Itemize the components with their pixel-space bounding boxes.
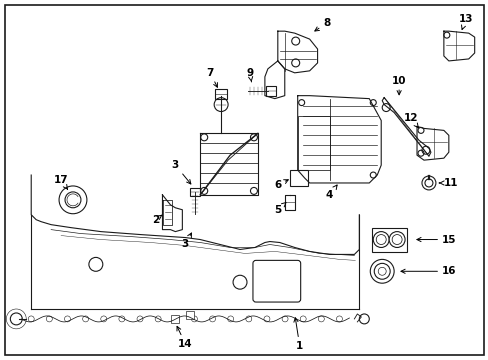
Text: 7: 7 — [206, 68, 217, 87]
Bar — [289, 170, 307, 186]
Text: 6: 6 — [274, 180, 288, 190]
Text: 17: 17 — [54, 175, 68, 189]
Bar — [190, 188, 200, 196]
Bar — [371, 228, 406, 252]
Bar — [215, 89, 226, 99]
Circle shape — [369, 260, 393, 283]
Text: 15: 15 — [416, 234, 455, 244]
Text: 12: 12 — [403, 113, 418, 128]
Text: 8: 8 — [314, 18, 329, 31]
Bar — [186, 311, 194, 319]
Text: 10: 10 — [391, 76, 406, 95]
Circle shape — [59, 186, 87, 214]
Text: 4: 4 — [325, 185, 336, 200]
Text: 3: 3 — [171, 160, 190, 184]
Text: 11: 11 — [438, 178, 457, 188]
Bar — [297, 116, 329, 170]
Text: 13: 13 — [458, 14, 472, 30]
Text: 9: 9 — [246, 68, 253, 82]
Circle shape — [372, 231, 388, 247]
Text: 16: 16 — [400, 266, 455, 276]
Text: 3: 3 — [182, 233, 191, 249]
Circle shape — [421, 176, 435, 190]
Text: 14: 14 — [177, 327, 192, 349]
Bar — [171, 315, 179, 323]
Bar — [265, 86, 275, 96]
Text: 1: 1 — [293, 318, 303, 351]
Text: 5: 5 — [274, 203, 285, 215]
Text: 2: 2 — [152, 215, 162, 225]
Circle shape — [388, 231, 404, 247]
